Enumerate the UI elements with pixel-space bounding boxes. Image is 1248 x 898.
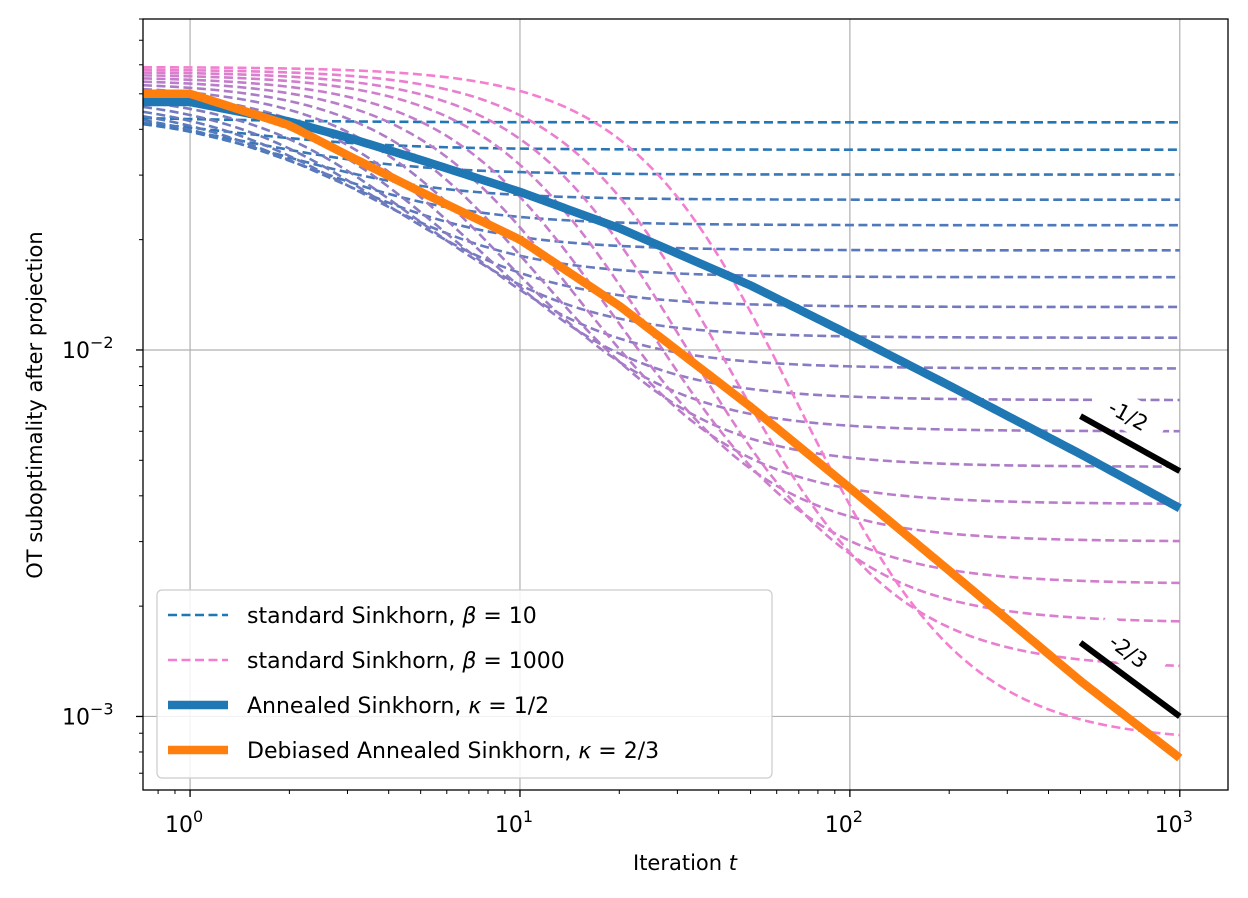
standard-sinkhorn-line	[143, 65, 1180, 737]
legend-label: Annealed Sinkhorn, κ = 1/2	[247, 694, 549, 719]
slope-label-background	[1089, 382, 1170, 446]
standard-sinkhorn-line	[143, 68, 1180, 668]
y-tick-label: 10−3	[62, 699, 114, 730]
standard-sinkhorn-line	[143, 116, 1180, 124]
legend-label-value: = 1/2	[481, 694, 549, 719]
y-tick-exponent: −2	[90, 333, 114, 352]
legend-label-text: Annealed Sinkhorn,	[247, 694, 468, 719]
y-tick-exponent: −3	[90, 699, 114, 718]
standard-sinkhorn-line	[143, 122, 1180, 176]
legend-label-symbol: β	[461, 649, 476, 674]
standard-sinkhorn-line	[143, 105, 1180, 309]
legend-label-value: = 1000	[476, 649, 564, 674]
y-axis-label: OT suboptimality after projection	[23, 231, 47, 578]
x-tick-exponent: 0	[193, 807, 203, 826]
standard-sinkhorn-line	[143, 77, 1180, 543]
x-axis-label: Iteration t	[633, 851, 738, 875]
slope-reference-lines: -1/2-2/3	[1078, 382, 1182, 719]
legend-label-symbol: β	[461, 604, 476, 629]
x-tick-label: 100	[165, 807, 203, 838]
y-tick-label: 10−2	[62, 333, 114, 364]
annealed-series	[143, 89, 1183, 762]
legend-label: Debiased Annealed Sinkhorn, κ = 2/3	[247, 739, 659, 764]
plot-frame	[142, 18, 1229, 791]
x-tick-label: 102	[825, 807, 863, 838]
standard-sinkhorn-line	[143, 80, 1180, 505]
standard-sinkhorn-line	[143, 121, 1180, 151]
annealed-sinkhorn-line	[143, 97, 1182, 512]
standard-sinkhorn-line	[143, 71, 1180, 623]
legend-label: standard Sinkhorn, β = 10	[247, 604, 537, 629]
x-tick-exponent: 1	[523, 807, 533, 826]
x-tick-exponent: 2	[853, 807, 863, 826]
slope-line	[1078, 640, 1182, 719]
legend-label-symbol: κ	[468, 694, 481, 719]
slope-label-background	[1090, 615, 1169, 685]
legend-label-value: = 10	[476, 604, 536, 629]
legend-label: standard Sinkhorn, β = 1000	[247, 649, 565, 674]
legend-label-symbol: κ	[578, 739, 591, 764]
standard-sinkhorn-line	[143, 100, 1180, 339]
standard-sinkhorn-line	[143, 110, 1180, 279]
debiased-annealed-sinkhorn-line	[143, 89, 1183, 762]
legend-label-value: = 2/3	[591, 739, 659, 764]
standard-sinkhorn-series	[143, 65, 1180, 737]
standard-sinkhorn-line	[143, 115, 1180, 252]
x-tick-exponent: 3	[1183, 807, 1193, 826]
x-tick-label: 101	[495, 807, 533, 838]
standard-sinkhorn-line	[143, 74, 1180, 585]
legend-label-text: standard Sinkhorn,	[247, 604, 462, 629]
legend-label-text: standard Sinkhorn,	[247, 649, 462, 674]
standard-sinkhorn-line	[143, 121, 1180, 202]
standard-sinkhorn-line	[143, 87, 1180, 433]
legend-label-text: Debiased Annealed Sinkhorn,	[247, 739, 578, 764]
x-tick-label: 103	[1155, 807, 1193, 838]
slope-line	[1079, 413, 1182, 474]
standard-sinkhorn-line	[143, 83, 1180, 468]
legend-box	[156, 589, 773, 779]
